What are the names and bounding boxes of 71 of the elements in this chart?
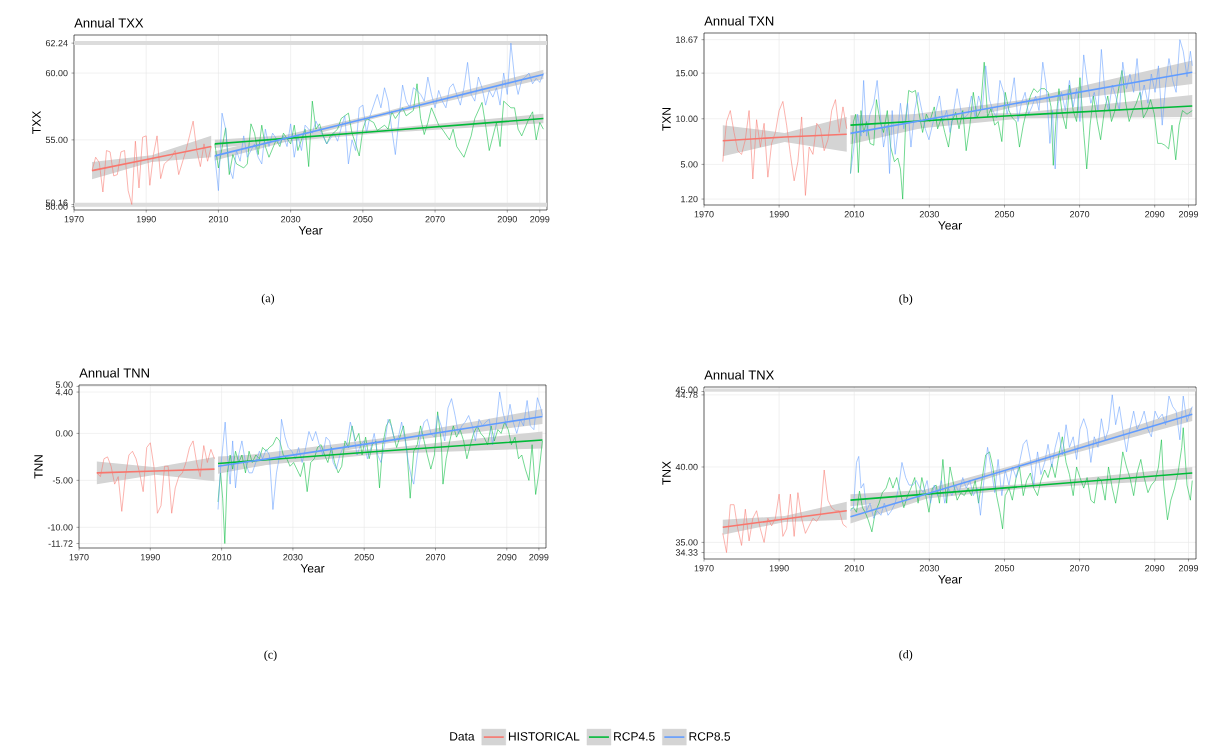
- x-tick-label: 1970: [694, 211, 714, 218]
- y-axis-title: TNN: [34, 455, 43, 479]
- x-tick-label: 2070: [1070, 565, 1090, 572]
- x-tick-label: 2099: [1178, 211, 1199, 218]
- x-tick-label: 1970: [64, 216, 84, 223]
- x-tick-label: 2010: [844, 211, 864, 218]
- y-tick-label: -10.00: [47, 524, 73, 531]
- legend-title: Data: [450, 732, 475, 741]
- x-tick-label: 2010: [844, 565, 864, 572]
- x-tick-label: 1990: [769, 565, 789, 572]
- x-tick-label: 1990: [136, 216, 156, 223]
- y-tick-label: -11.72: [48, 540, 73, 547]
- x-tick-label: 2050: [353, 216, 373, 223]
- x-tick-label: 1990: [769, 211, 789, 218]
- x-tick-label: 2070: [425, 216, 445, 223]
- y-tick-label: 60.00: [45, 69, 68, 77]
- x-tick-label: 2090: [497, 216, 517, 223]
- x-tick-label: 2090: [1145, 211, 1165, 218]
- y-tick-label: 4.40: [55, 388, 73, 396]
- x-axis-title: Year: [298, 226, 323, 235]
- x-tick-label: 2010: [208, 216, 229, 223]
- y-tick-label: 34.33: [675, 549, 698, 556]
- y-tick-label: 35.00: [675, 539, 698, 546]
- x-tick-label: 2099: [530, 216, 550, 223]
- y-tick-label: 62.24: [45, 39, 68, 47]
- legend-label: RCP4.5: [614, 732, 655, 741]
- x-tick-label: 2070: [425, 554, 446, 561]
- y-tick-label: 45.00: [675, 386, 698, 393]
- text: (a): [261, 293, 275, 305]
- x-axis-title: Year: [938, 575, 962, 584]
- x-tick-label: 2030: [919, 211, 940, 218]
- x-axis-title: Year: [938, 221, 962, 230]
- y-tick-label: 44.78: [675, 391, 698, 399]
- x-tick-label: 2030: [283, 554, 303, 561]
- y-tick-label: 5.00: [680, 161, 698, 168]
- x-tick-label: 2050: [994, 211, 1015, 218]
- chart-title: Annual TXN: [704, 15, 774, 26]
- x-tick-label: 2099: [529, 554, 549, 561]
- legend-label: HISTORICAL: [508, 732, 580, 741]
- y-tick-label: 15.00: [676, 69, 698, 77]
- x-tick-label: 1970: [694, 565, 714, 572]
- x-tick-label: 1970: [69, 554, 89, 561]
- x-axis-title: Year: [300, 564, 325, 573]
- x-tick-label: 2030: [281, 216, 301, 223]
- y-axis-title: TXX: [32, 111, 41, 134]
- x-tick-label: 2099: [1178, 565, 1199, 572]
- x-tick-label: 2010: [212, 554, 232, 561]
- y-tick-label: 40.00: [675, 463, 698, 471]
- y-tick-label: 10.00: [676, 115, 698, 122]
- y-tick-label: 1.20: [681, 195, 698, 203]
- x-tick-label: 2090: [497, 554, 517, 561]
- x-tick-label: 2090: [1145, 565, 1165, 572]
- chart-title: Annual TXX: [74, 17, 144, 28]
- x-tick-label: 2030: [919, 565, 940, 572]
- y-tick-label: 18.67: [676, 36, 698, 43]
- y-axis-title: TXN: [662, 107, 671, 131]
- chart-title: Annual TNX: [704, 369, 774, 380]
- x-tick-label: 2050: [354, 554, 374, 561]
- text: (b): [899, 294, 913, 306]
- x-tick-label: 2050: [994, 565, 1015, 572]
- y-tick-label: 0.00: [55, 430, 73, 437]
- x-tick-label: 1990: [140, 554, 160, 561]
- y-tick-label: 5.00: [55, 381, 73, 388]
- chart-title: Annual TNN: [79, 367, 149, 378]
- y-tick-label: -5.00: [52, 477, 73, 484]
- y-tick-label: 55.00: [45, 136, 68, 144]
- text: (d): [899, 649, 913, 661]
- legend-label: RCP8.5: [689, 732, 731, 741]
- x-tick-label: 2070: [1070, 211, 1090, 218]
- text: (c): [264, 650, 277, 662]
- y-axis-title: TNX: [662, 461, 671, 485]
